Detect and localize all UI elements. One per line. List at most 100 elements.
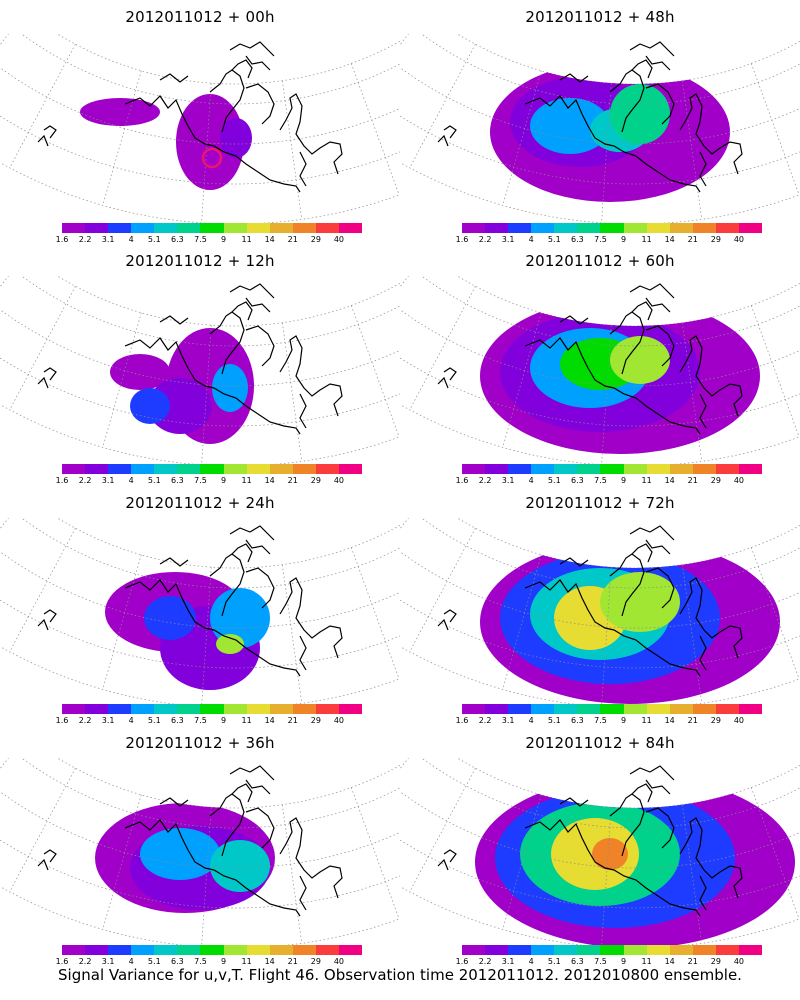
colorbar-tick-label: 29: [710, 235, 721, 244]
meridian-line: [601, 325, 612, 465]
coastline-segment: [699, 151, 707, 187]
colorbar-tick-label: 5.1: [547, 235, 561, 244]
colorbar-tick-label: 14: [664, 476, 675, 485]
colorbar-tick-label: 2.2: [478, 716, 492, 725]
colorbar-tick-label: 29: [310, 957, 321, 966]
colorbar-swatch: [669, 223, 693, 233]
colorbar-swatch: [462, 464, 486, 474]
colorbar-tick-label: 2.2: [78, 957, 92, 966]
map-panel-00h: [0, 34, 400, 225]
coastline-segment: [245, 325, 275, 367]
coastline-segment: [645, 297, 671, 313]
coastline-segment: [437, 618, 449, 631]
coastline-segment: [37, 134, 49, 147]
colorbar-tick-label: 9: [220, 957, 227, 966]
colorbar-tick-label: 11: [641, 476, 652, 485]
colorbar-swatch: [246, 464, 270, 474]
colorbar-tick-label: 29: [310, 235, 321, 244]
colorbar-swatch: [669, 464, 693, 474]
colorbar-swatch: [177, 464, 201, 474]
colorbar-tick-label: 1.6: [55, 716, 69, 725]
colorbar-tick-label: 3.1: [101, 476, 115, 485]
colorbar-swatch: [338, 704, 363, 714]
colorbar-tick-label: 7.5: [194, 716, 207, 725]
map-panel-84h: [400, 758, 800, 949]
coastline-segment: [679, 335, 743, 417]
colorbar-tick-label: 11: [241, 957, 252, 966]
colorbar-labels: 1.6 2.2 3.1 4 5.1 6.3 7.5 9 11 14 21 29 40: [456, 716, 792, 726]
meridian-line: [102, 794, 142, 930]
colorbar-tick-label: 4: [128, 235, 134, 244]
colorbar-swatch: [715, 945, 739, 955]
colorbar-swatch: [577, 464, 601, 474]
latitude-line: [21, 518, 400, 589]
coastline-segment: [629, 283, 675, 299]
map-panel-60h: [400, 276, 800, 467]
colorbar-swatch: [338, 464, 363, 474]
colorbar-swatch: [315, 704, 339, 714]
colorbar-swatch: [508, 464, 532, 474]
panel-title-60h: 2012011012 + 60h: [525, 252, 675, 270]
latitude-line: [21, 276, 400, 347]
coastline: [37, 41, 343, 193]
colorbar-tick-label: 2.2: [478, 476, 492, 485]
coastline-segment: [37, 376, 49, 389]
coastline-segment: [559, 315, 589, 325]
colorbar-swatch: [292, 945, 316, 955]
coastline-segment: [159, 315, 189, 325]
colorbar-swatch: [85, 464, 109, 474]
colorbar-tick-label: 40: [333, 957, 345, 966]
colorbar-tick-label: 40: [733, 957, 745, 966]
meridian-line: [201, 83, 212, 223]
coastline-segment: [299, 875, 307, 911]
colorbar-swatch: [246, 223, 270, 233]
colorbar-tick-label: 29: [310, 716, 321, 725]
coastline: [437, 283, 743, 435]
coastline-segment: [645, 807, 675, 849]
colorbar-tick-label: 4: [128, 476, 134, 485]
colorbar-swatch: [177, 223, 201, 233]
colorbar-tick-label: 21: [287, 235, 298, 244]
colorbar-tick-label: 11: [641, 235, 652, 244]
colorbar-tick-label: 21: [287, 716, 298, 725]
colorbar-tick-label: 1.6: [55, 957, 69, 966]
colorbar-swatch: [600, 945, 624, 955]
variance-field: [105, 572, 270, 690]
coastline-segment: [229, 41, 275, 57]
colorbar-tick-label: 40: [733, 235, 745, 244]
coastline-segment: [229, 765, 275, 781]
colorbar-labels: 1.6 2.2 3.1 4 5.1 6.3 7.5 9 11 14 21 29 40: [56, 957, 392, 967]
coastline-segment: [524, 95, 701, 193]
panel-title-48h: 2012011012 + 48h: [525, 8, 675, 26]
colorbar-tick-label: 40: [333, 235, 345, 244]
colorbar-swatch: [200, 223, 224, 233]
coastline: [437, 525, 743, 677]
colorbar-swatch: [269, 704, 293, 714]
colorbar-swatch: [315, 945, 339, 955]
map-grid: [0, 276, 400, 465]
colorbar-swatch: [508, 223, 532, 233]
coastline: [37, 765, 343, 917]
meridian-line: [350, 787, 400, 920]
coastline-segment: [245, 807, 275, 849]
coastline-segment: [645, 325, 675, 367]
map-panel-72h: [400, 518, 800, 709]
colorbar-swatch: [131, 704, 155, 714]
variance-contour: [610, 336, 670, 384]
colorbar-swatch: [554, 223, 578, 233]
coastline-segment: [443, 849, 457, 863]
meridian-line: [350, 63, 400, 196]
colorbar-swatch: [154, 945, 178, 955]
colorbar-tick-label: 14: [264, 716, 275, 725]
colorbar-tick-label: 9: [220, 476, 227, 485]
coastline-segment: [124, 95, 301, 193]
colorbar-tick-label: 6.3: [571, 716, 584, 725]
colorbar-swatch: [669, 945, 693, 955]
meridian-line: [681, 804, 703, 944]
colorbar-swatch: [715, 223, 739, 233]
colorbar-tick-label: 3.1: [101, 235, 115, 244]
coastline-segment: [209, 311, 245, 375]
coastline-segment: [629, 525, 675, 541]
coastline-segment: [231, 783, 253, 803]
colorbar-swatch: [531, 704, 555, 714]
